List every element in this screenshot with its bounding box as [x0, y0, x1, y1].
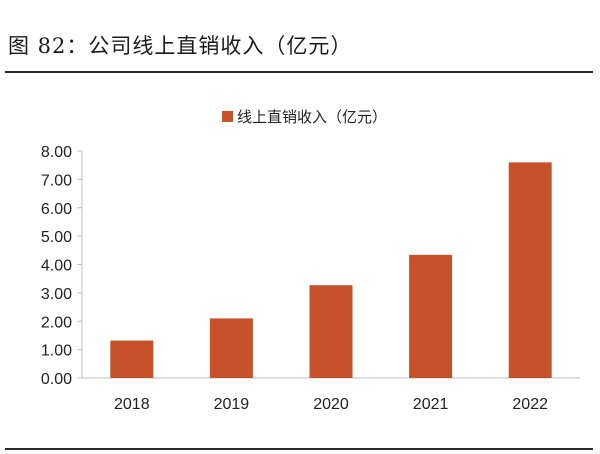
bars	[110, 162, 552, 378]
y-tick-label: 1.00	[41, 343, 72, 360]
x-axis-ticks: 2018 2019 2020 2021 2022	[114, 396, 548, 413]
y-axis-ticks: 0.00 1.00 2.00 3.00 4.00 5.00 6.00 7.00 8.00	[41, 144, 82, 388]
legend-label: 线上直销收入（亿元）	[237, 108, 388, 126]
bar-2019	[209, 318, 253, 378]
title-divider	[5, 71, 593, 73]
y-tick-label: 0.00	[41, 371, 72, 388]
y-tick-label: 5.00	[41, 229, 72, 246]
y-tick-label: 8.00	[41, 144, 72, 161]
y-tick-label: 3.00	[41, 286, 72, 303]
y-tick-label: 7.00	[41, 172, 72, 189]
bar-2018	[110, 340, 154, 378]
x-tick-label-2019: 2019	[214, 396, 250, 413]
figure-title: 图 82：公司线上直销收入（亿元）	[8, 34, 353, 58]
x-tick-label-2018: 2018	[114, 396, 150, 413]
bar-2022	[508, 162, 552, 378]
x-tick-label-2021: 2021	[413, 396, 449, 413]
y-tick-label: 4.00	[41, 258, 72, 275]
x-tick-label-2020: 2020	[313, 396, 349, 413]
bottom-divider	[5, 448, 593, 450]
bar-2021	[409, 254, 453, 378]
chart-legend: 线上直销收入（亿元）	[222, 106, 387, 127]
x-tick-label-2022: 2022	[512, 396, 548, 413]
y-tick-label: 2.00	[41, 314, 72, 331]
bar-2020	[309, 285, 353, 378]
legend-swatch	[222, 111, 233, 122]
y-tick-label: 6.00	[41, 201, 72, 218]
